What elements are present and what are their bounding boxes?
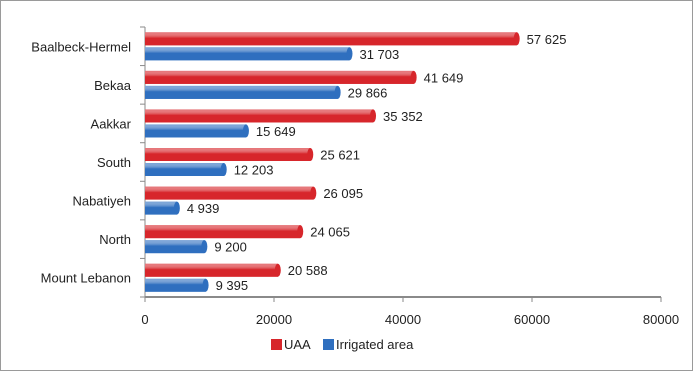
bar-cap [310,186,317,200]
legend-label-irrigated: Irrigated area [336,337,414,352]
bar-cap [242,124,249,138]
legend-swatch-uaa [271,339,282,350]
category-label: Bekaa [94,78,132,93]
data-label: 41 649 [424,70,464,85]
data-label: 15 649 [256,124,296,139]
category-label: North [99,232,131,247]
bar-highlight [145,47,350,61]
x-tick-label: 20000 [256,312,292,327]
category-label: Aakkar [91,116,132,131]
data-label: 9 200 [214,240,247,255]
bar-cap [370,109,377,123]
data-label: 57 625 [527,32,567,47]
bar-highlight [145,148,311,161]
category-label: South [97,155,131,170]
data-label: 4 939 [187,201,220,216]
data-label: 29 866 [348,85,388,100]
bar-highlight [145,225,301,239]
bar-highlight [145,109,374,123]
bar-cap [297,225,304,239]
bar-highlight [145,70,414,84]
data-label: 24 065 [310,225,350,240]
category-label: Baalbeck-Hermel [31,39,131,54]
legend-label-uaa: UAA [284,337,311,352]
bar-cap [201,240,208,254]
bar-cap [307,148,314,161]
bar-highlight [145,201,177,215]
x-tick-label: 0 [141,312,148,327]
bar-highlight [145,186,314,200]
bar-cap [220,163,227,176]
data-label: 35 352 [383,109,423,124]
bar-cap [334,85,341,99]
data-label: 20 588 [288,263,328,278]
data-label: 9 395 [216,278,249,293]
data-label: 25 621 [320,148,360,163]
bar-cap [173,201,180,215]
x-tick-label: 60000 [514,312,550,327]
category-label: Nabatiyeh [72,194,131,209]
bar-highlight [145,32,517,46]
bar-highlight [145,278,206,292]
bar-highlight [145,240,205,254]
bar-cap [274,263,281,277]
x-tick-label: 40000 [385,312,421,327]
x-tick-label: 80000 [643,312,679,327]
bar-highlight [145,163,224,176]
data-label: 12 203 [234,163,274,178]
data-label: 31 703 [359,47,399,62]
category-label: Mount Lebanon [41,271,131,286]
bar-highlight [145,85,338,99]
bar-cap [202,278,209,292]
legend-swatch-irrigated [323,339,334,350]
bar-cap [410,70,417,84]
bar-highlight [145,124,246,138]
bar-cap [513,32,520,46]
bar-cap [346,47,353,61]
data-label: 26 095 [323,186,363,201]
bar-highlight [145,263,278,277]
